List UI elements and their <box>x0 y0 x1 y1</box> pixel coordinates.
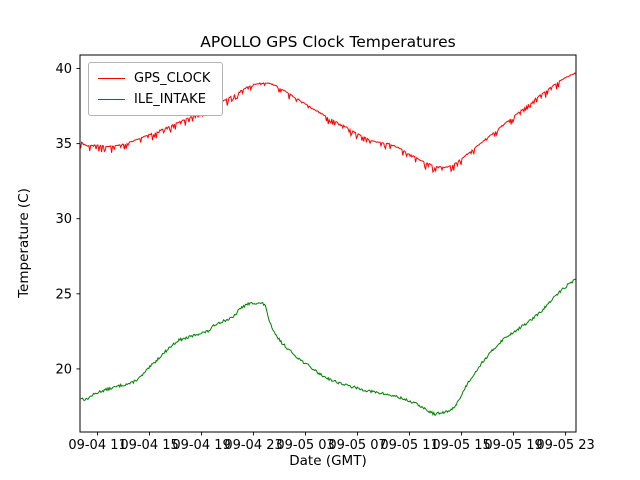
x-tick-label: 09-05 03 <box>276 438 334 453</box>
x-tick-label: 09-05 23 <box>536 438 594 453</box>
gps-clock-legend-label: GPS_CLOCK <box>134 71 211 86</box>
x-tick-label: 09-05 11 <box>380 438 438 453</box>
x-tick-label: 09-04 15 <box>120 438 178 453</box>
x-tick-label: 09-04 23 <box>224 438 282 453</box>
legend-item-ile-intake: ILE_INTAKE <box>98 89 210 110</box>
x-tick-label: 09-04 11 <box>68 438 126 453</box>
gps-clock-line <box>80 72 577 174</box>
gps-clock-legend-line <box>98 78 125 79</box>
x-axis-label: Date (GMT) <box>289 453 367 469</box>
ile-intake-legend-line <box>98 99 125 100</box>
legend: GPS_CLOCK ILE_INTAKE <box>88 62 224 116</box>
ile-intake-line <box>80 278 576 417</box>
axes-spines <box>79 54 577 433</box>
x-tick-label: 09-04 19 <box>172 438 230 453</box>
y-tick-label: 20 <box>55 362 72 377</box>
ile-intake-legend-label: ILE_INTAKE <box>134 92 206 107</box>
chart-title: APOLLO GPS Clock Temperatures <box>200 33 456 51</box>
y-tick-label: 25 <box>55 287 72 302</box>
y-tick-label: 40 <box>55 62 72 77</box>
legend-item-gps-clock: GPS_CLOCK <box>98 68 210 89</box>
x-tick-label: 09-05 19 <box>484 438 542 453</box>
y-tick-label: 30 <box>55 212 72 227</box>
y-tick-label: 35 <box>55 137 72 152</box>
x-tick-label: 09-05 07 <box>328 438 386 453</box>
x-tick-label: 09-05 15 <box>432 438 490 453</box>
